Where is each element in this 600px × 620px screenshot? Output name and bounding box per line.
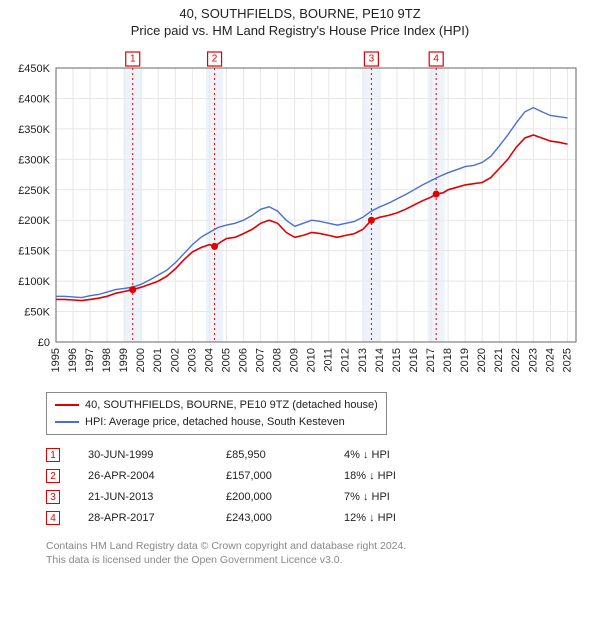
transaction-price: £200,000 <box>226 487 316 508</box>
svg-text:2012: 2012 <box>340 348 352 372</box>
svg-text:2017: 2017 <box>425 348 437 372</box>
transaction-row: 2 26-APR-2004 £157,000 18% ↓ HPI <box>46 466 582 487</box>
transaction-marker: 4 <box>46 511 60 525</box>
transaction-table: 1 30-JUN-1999 £85,950 4% ↓ HPI 2 26-APR-2004 £… <box>46 445 582 529</box>
svg-text:2022: 2022 <box>510 348 522 372</box>
svg-text:£0: £0 <box>38 337 50 349</box>
svg-text:1999: 1999 <box>118 348 130 372</box>
legend-swatch <box>55 421 79 423</box>
svg-text:2002: 2002 <box>169 348 181 372</box>
svg-text:2010: 2010 <box>306 348 318 372</box>
svg-text:1997: 1997 <box>84 348 96 372</box>
svg-text:£150K: £150K <box>18 246 50 258</box>
svg-text:2019: 2019 <box>459 348 471 372</box>
legend: 40, SOUTHFIELDS, BOURNE, PE10 9TZ (detac… <box>46 392 387 435</box>
transaction-marker: 1 <box>46 448 60 462</box>
transaction-marker: 3 <box>46 490 60 504</box>
transaction-diff: 4% ↓ HPI <box>344 445 424 466</box>
svg-text:2025: 2025 <box>561 348 573 372</box>
svg-text:2001: 2001 <box>152 348 164 372</box>
footer-attribution: Contains HM Land Registry data © Crown c… <box>46 539 582 568</box>
svg-text:2013: 2013 <box>357 348 369 372</box>
transaction-date: 30-JUN-1999 <box>88 445 198 466</box>
svg-text:2: 2 <box>212 54 218 65</box>
svg-text:2021: 2021 <box>493 348 505 372</box>
svg-text:£200K: £200K <box>18 215 50 227</box>
svg-text:2008: 2008 <box>272 348 284 372</box>
svg-text:1995: 1995 <box>50 348 62 372</box>
svg-text:£450K: £450K <box>18 63 50 75</box>
page-title: 40, SOUTHFIELDS, BOURNE, PE10 9TZ <box>0 6 600 21</box>
footer-line-2: This data is licensed under the Open Gov… <box>46 553 582 568</box>
svg-text:2016: 2016 <box>408 348 420 372</box>
price-marker <box>433 191 440 198</box>
transaction-price: £243,000 <box>226 508 316 529</box>
svg-text:2015: 2015 <box>391 348 403 372</box>
svg-text:2018: 2018 <box>442 348 454 372</box>
transaction-date: 28-APR-2017 <box>88 508 198 529</box>
transaction-diff: 18% ↓ HPI <box>344 466 424 487</box>
chart-container: 40, SOUTHFIELDS, BOURNE, PE10 9TZ Price … <box>0 6 600 568</box>
transaction-date: 26-APR-2004 <box>88 466 198 487</box>
svg-text:1998: 1998 <box>101 348 113 372</box>
svg-text:2009: 2009 <box>289 348 301 372</box>
legend-swatch <box>55 404 79 406</box>
transaction-row: 3 21-JUN-2013 £200,000 7% ↓ HPI <box>46 487 582 508</box>
legend-item: HPI: Average price, detached house, Sout… <box>55 414 378 431</box>
chart-svg: 1 2 3 4 £0 £50K £100K £150K £200K £250K £300K £350K… <box>10 44 590 384</box>
svg-text:2020: 2020 <box>476 348 488 372</box>
price-marker <box>211 243 218 250</box>
transaction-date: 21-JUN-2013 <box>88 487 198 508</box>
chart: 1 2 3 4 £0 £50K £100K £150K £200K £250K £300K £350K… <box>10 44 590 384</box>
svg-text:£100K: £100K <box>18 276 50 288</box>
svg-text:£400K: £400K <box>18 93 50 105</box>
transaction-diff: 7% ↓ HPI <box>344 487 424 508</box>
svg-text:£300K: £300K <box>18 154 50 166</box>
svg-text:2005: 2005 <box>220 348 232 372</box>
transaction-price: £157,000 <box>226 466 316 487</box>
svg-text:1: 1 <box>130 54 136 65</box>
transaction-diff: 12% ↓ HPI <box>344 508 424 529</box>
legend-label: 40, SOUTHFIELDS, BOURNE, PE10 9TZ (detac… <box>85 397 378 414</box>
transaction-price: £85,950 <box>226 445 316 466</box>
svg-text:2014: 2014 <box>374 348 386 372</box>
svg-text:3: 3 <box>369 54 375 65</box>
svg-text:2006: 2006 <box>237 348 249 372</box>
transaction-marker: 2 <box>46 469 60 483</box>
legend-label: HPI: Average price, detached house, Sout… <box>85 414 345 431</box>
svg-text:2011: 2011 <box>323 348 335 372</box>
svg-text:2004: 2004 <box>203 348 215 372</box>
svg-text:2000: 2000 <box>135 348 147 372</box>
price-marker <box>129 286 136 293</box>
transaction-row: 1 30-JUN-1999 £85,950 4% ↓ HPI <box>46 445 582 466</box>
svg-text:2003: 2003 <box>186 348 198 372</box>
svg-text:£50K: £50K <box>24 307 50 319</box>
footer-line-1: Contains HM Land Registry data © Crown c… <box>46 539 582 554</box>
transaction-row: 4 28-APR-2017 £243,000 12% ↓ HPI <box>46 508 582 529</box>
legend-item: 40, SOUTHFIELDS, BOURNE, PE10 9TZ (detac… <box>55 397 378 414</box>
svg-text:1996: 1996 <box>67 348 79 372</box>
svg-text:4: 4 <box>433 54 439 65</box>
svg-text:2007: 2007 <box>254 348 266 372</box>
page-subtitle: Price paid vs. HM Land Registry's House … <box>0 23 600 38</box>
svg-text:2023: 2023 <box>527 348 539 372</box>
price-marker <box>368 217 375 224</box>
svg-text:£250K: £250K <box>18 185 50 197</box>
svg-text:2024: 2024 <box>544 348 556 372</box>
svg-text:£350K: £350K <box>18 124 50 136</box>
